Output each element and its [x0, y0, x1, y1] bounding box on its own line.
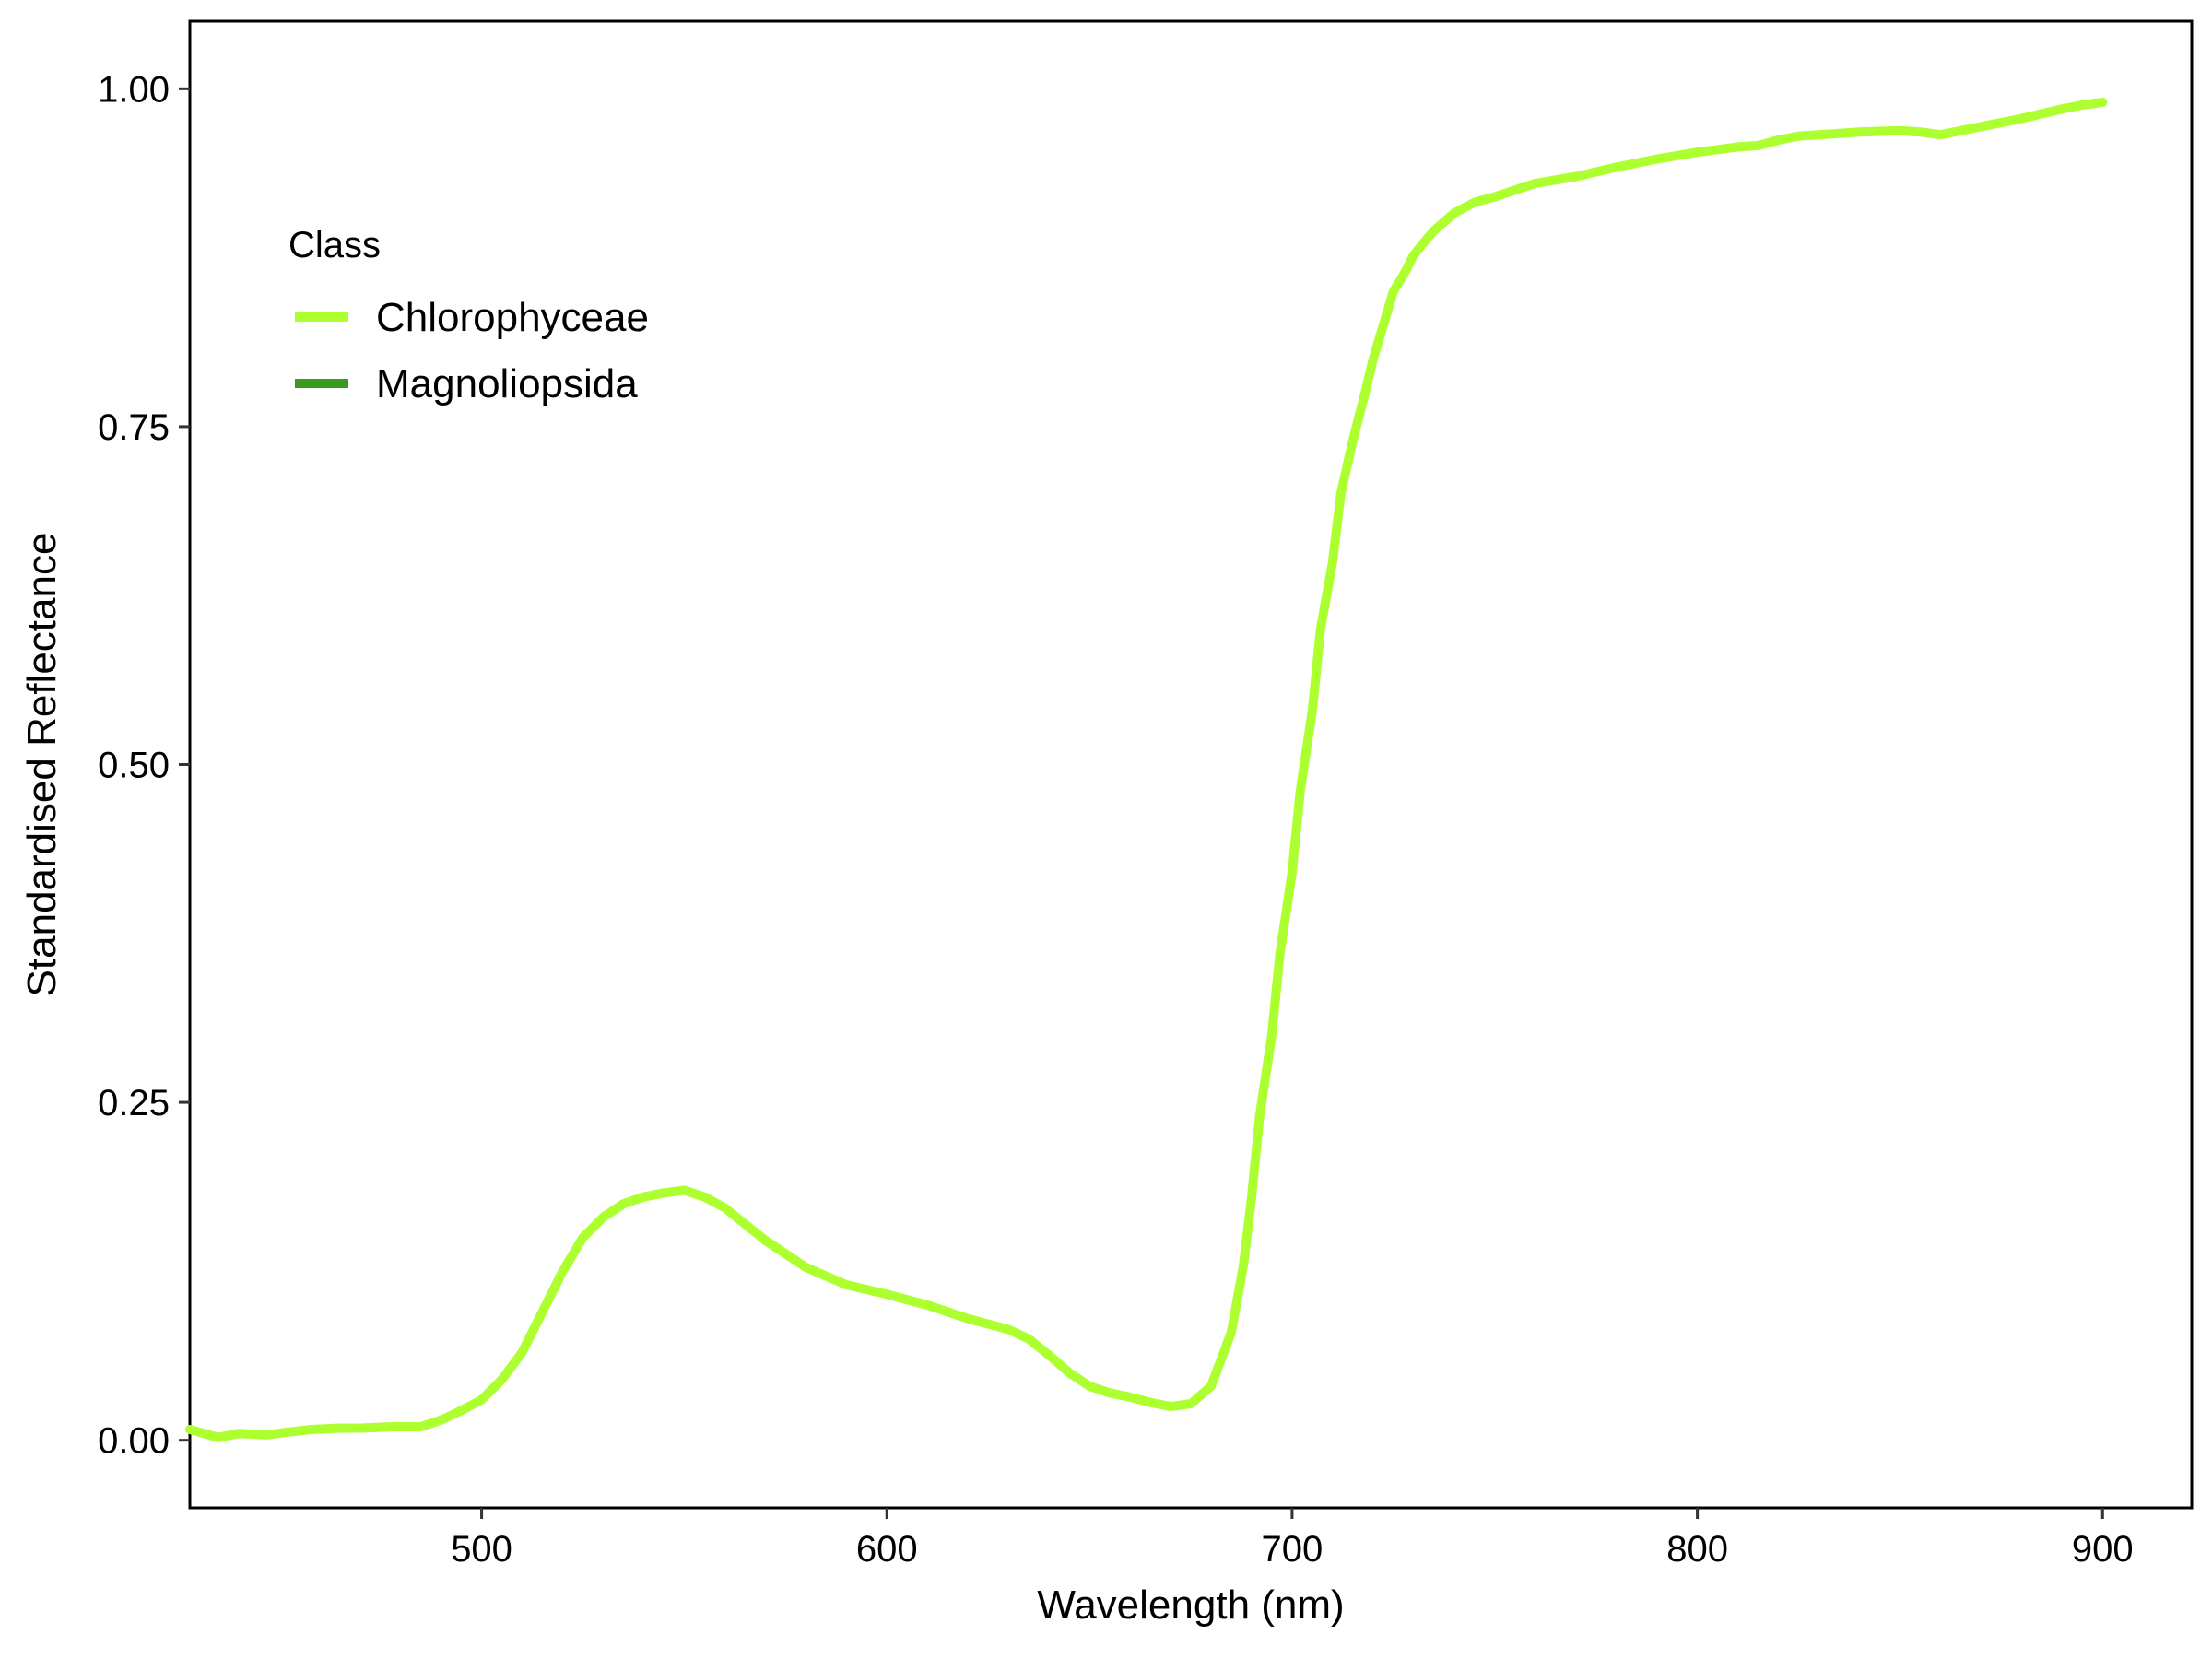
y-axis-title: Standardised Reflectance — [19, 533, 65, 997]
x-tick-label: 700 — [1262, 1529, 1324, 1570]
legend-label-chlorophyceae: Chlorophyceae — [376, 295, 649, 340]
x-axis: 500 600 700 800 900 — [451, 1508, 2134, 1570]
legend-label-magnoliopsida: Magnoliopsida — [376, 361, 638, 406]
legend: Class Chlorophyceae Magnoliopsida — [288, 225, 649, 406]
y-tick-label: 0.50 — [98, 746, 170, 786]
x-axis-title: Wavelength (nm) — [1037, 1583, 1344, 1628]
x-tick-label: 900 — [2072, 1529, 2134, 1570]
plot-panel — [188, 19, 2194, 1510]
y-tick-label: 0.75 — [98, 407, 170, 448]
x-tick-label: 500 — [451, 1529, 512, 1570]
y-tick-label: 1.00 — [98, 69, 170, 110]
series-layer — [185, 98, 2108, 1442]
legend-title: Class — [288, 225, 381, 265]
legend-entry-chlorophyceae: Chlorophyceae — [295, 295, 649, 340]
legend-entry-magnoliopsida: Magnoliopsida — [295, 361, 638, 406]
y-axis: 0.00 0.25 0.50 0.75 1.00 — [98, 69, 190, 1462]
x-tick-label: 800 — [1666, 1529, 1728, 1570]
y-tick-label: 0.00 — [98, 1421, 170, 1462]
series-line-chlorophyceae — [185, 98, 2108, 1442]
x-tick-label: 600 — [856, 1529, 918, 1570]
y-tick-label: 0.25 — [98, 1083, 170, 1124]
